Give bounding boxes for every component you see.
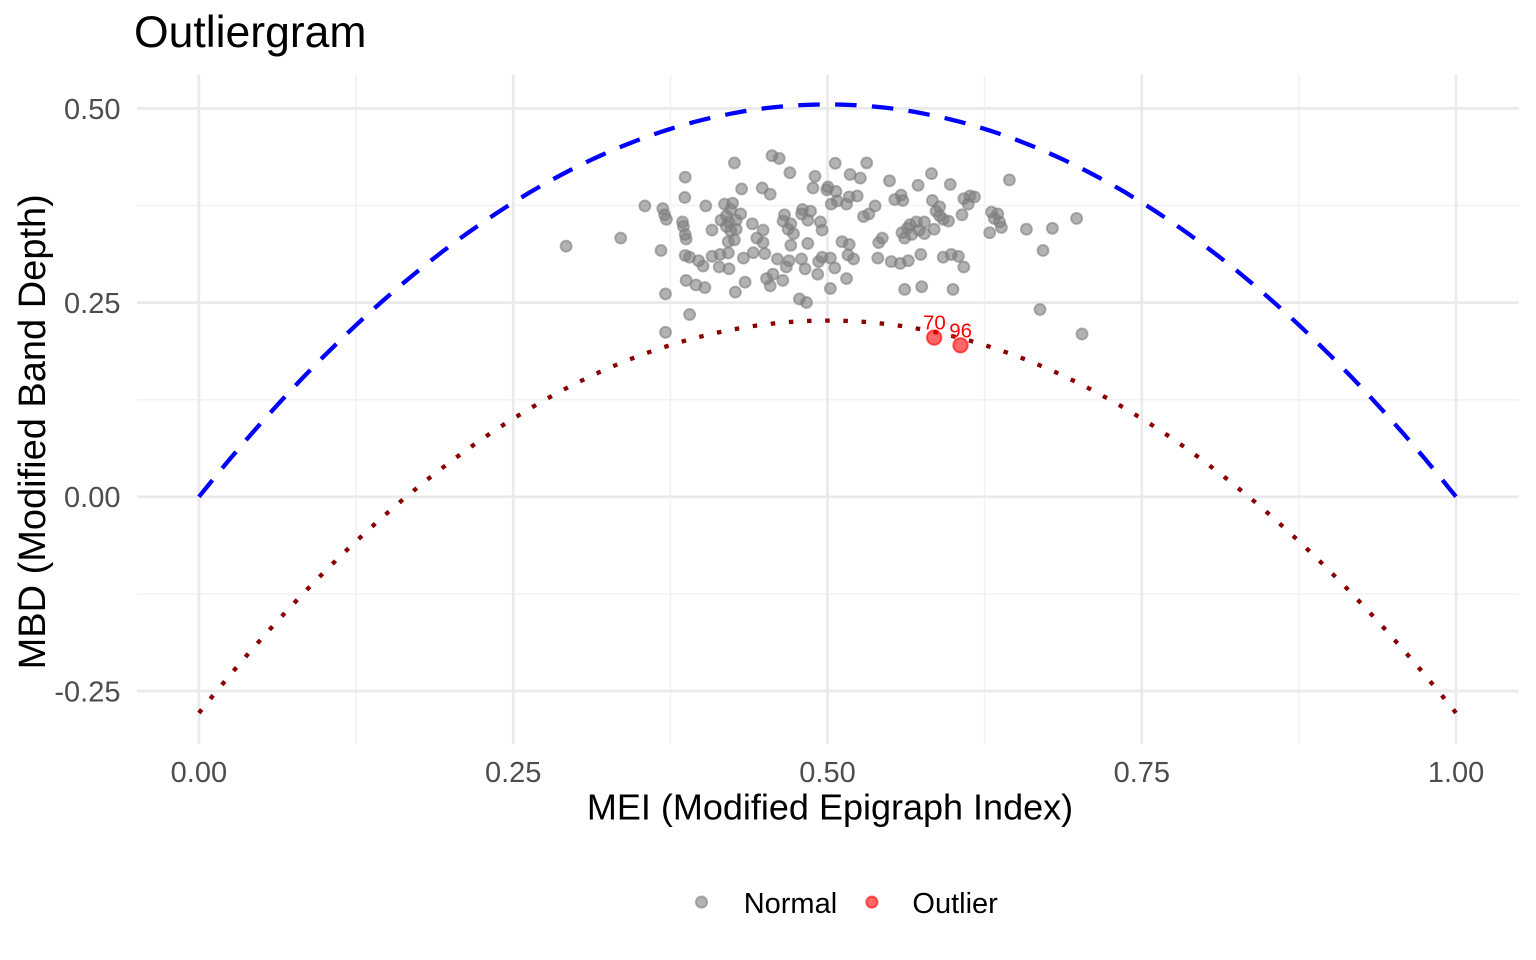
svg-text:0.00: 0.00 (64, 482, 120, 514)
svg-text:96: 96 (949, 320, 972, 343)
svg-text:Normal: Normal (744, 888, 837, 920)
svg-text:70: 70 (923, 312, 946, 335)
svg-text:0.50: 0.50 (799, 757, 855, 789)
svg-text:0.75: 0.75 (1114, 757, 1170, 789)
svg-text:Outliergram: Outliergram (134, 8, 366, 57)
svg-text:MBD (Modified Band Depth): MBD (Modified Band Depth) (12, 194, 54, 669)
svg-text:Outlier: Outlier (912, 888, 998, 920)
svg-text:1.00: 1.00 (1428, 757, 1484, 789)
svg-text:0.25: 0.25 (485, 757, 541, 789)
svg-text:0.50: 0.50 (64, 94, 120, 126)
svg-text:-0.25: -0.25 (54, 676, 120, 708)
svg-text:0.00: 0.00 (171, 757, 227, 789)
svg-text:MEI (Modified Epigraph Index): MEI (Modified Epigraph Index) (587, 787, 1073, 828)
svg-text:0.25: 0.25 (64, 288, 120, 320)
